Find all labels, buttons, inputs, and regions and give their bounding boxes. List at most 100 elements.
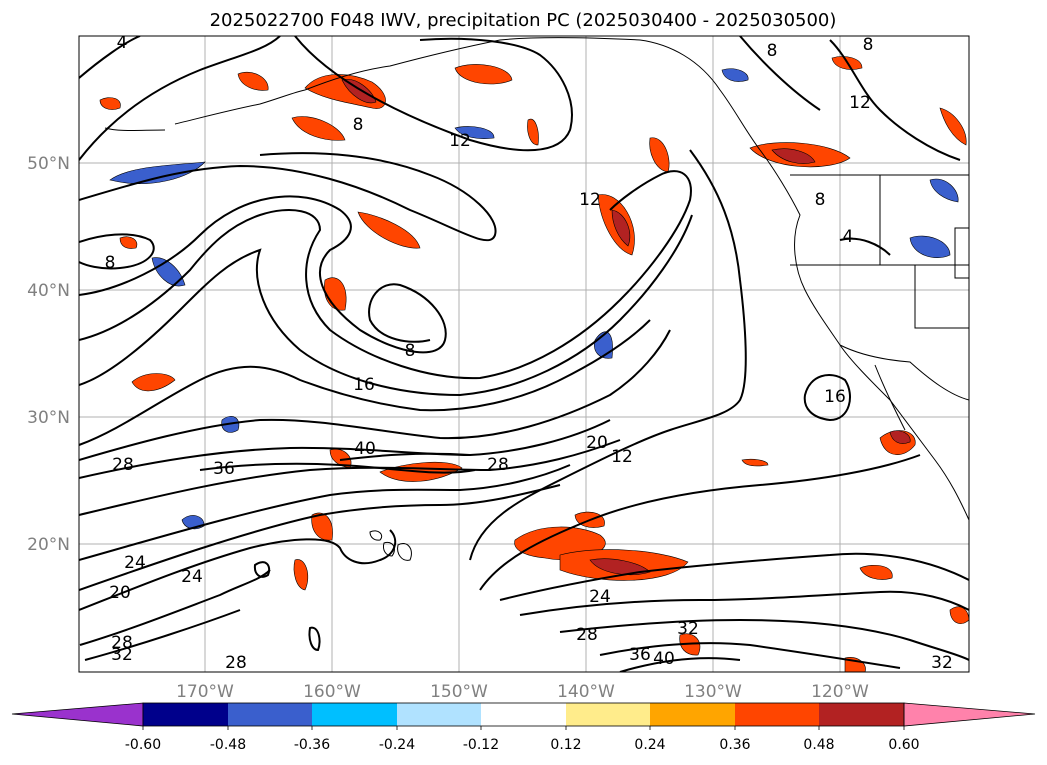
contour-label: 24 xyxy=(124,553,146,573)
contour-4-east xyxy=(839,237,891,256)
colorbar-tick-label: 0.36 xyxy=(719,737,750,753)
border-state xyxy=(914,265,969,329)
island-hawaii xyxy=(397,543,412,561)
lon-label-150w: 150°W xyxy=(430,682,488,702)
contour-36-mid xyxy=(199,462,476,474)
map-panel: 4 8 8 12 12 8 8 12 8 4 8 16 16 40 36 28 … xyxy=(78,35,970,673)
colorbar-segment xyxy=(819,703,904,726)
contour-12-ne xyxy=(829,39,961,161)
border-us-mexico xyxy=(839,344,969,401)
contour-8-ne xyxy=(739,36,821,111)
colorbar-tick-label: 0.48 xyxy=(803,737,834,753)
precip-patch xyxy=(889,430,911,444)
colorbar-segment xyxy=(228,703,312,726)
island-hawaii xyxy=(369,530,383,541)
contour-label: 28 xyxy=(576,625,598,645)
precip-patch xyxy=(131,373,176,392)
precip-patch xyxy=(909,235,951,258)
contour-20-lower xyxy=(79,484,561,591)
colorbar-segment xyxy=(312,703,397,726)
contour-label: 36 xyxy=(213,459,235,479)
colorbar-segment xyxy=(481,703,566,726)
contour-16-loop-east xyxy=(803,374,851,422)
contour-16-loop xyxy=(79,170,692,380)
contour-28-mid xyxy=(79,419,611,479)
precip-patch xyxy=(939,107,967,146)
contour-label: 32 xyxy=(931,653,953,673)
contour-label: 28 xyxy=(487,455,509,475)
precip-patch xyxy=(949,606,969,624)
colorbar-ticks xyxy=(142,726,905,730)
precip-patch xyxy=(109,161,206,184)
contour-label: 16 xyxy=(353,375,375,395)
colorbar-segment xyxy=(735,703,819,726)
map-frame xyxy=(78,35,970,673)
contour-small-loop xyxy=(308,626,321,652)
contour-24-east xyxy=(519,590,969,616)
precip-patch xyxy=(99,97,121,110)
precip-patch xyxy=(527,118,539,146)
contour-24-inner xyxy=(79,329,671,461)
lon-label-140w: 140°W xyxy=(557,682,615,702)
lake-outline xyxy=(954,227,969,279)
precip-patch xyxy=(611,209,631,247)
colorbar-tick-label: -0.60 xyxy=(125,737,161,753)
precip-patch xyxy=(454,126,495,139)
contour-labels: 4 8 8 12 12 8 8 12 8 4 8 16 16 40 36 28 … xyxy=(105,36,953,673)
contour-label: 40 xyxy=(354,439,376,459)
contour-small-loop xyxy=(253,561,271,578)
lat-label-20n: 20°N xyxy=(27,535,70,555)
colorbar-tick-label: 0.60 xyxy=(888,737,919,753)
contour-20-east xyxy=(499,552,969,601)
colorbar-tick-label: -0.48 xyxy=(210,737,246,753)
coastlines xyxy=(104,37,969,561)
precip-patch xyxy=(357,211,421,249)
contour-label: 8 xyxy=(767,41,778,61)
contour-label: 8 xyxy=(815,190,826,210)
contour-24-lower xyxy=(79,464,571,561)
colorbar-segment xyxy=(143,703,228,726)
contour-label: 20 xyxy=(109,583,131,603)
precip-patch xyxy=(291,116,346,141)
precip-patch xyxy=(293,559,309,591)
contour-label: 32 xyxy=(111,645,133,665)
lon-label-120w: 120°W xyxy=(811,682,869,702)
colorbar-segment xyxy=(397,703,481,726)
contour-12-loop xyxy=(79,152,497,242)
aleutian-islands xyxy=(104,127,166,131)
lat-label-30n: 30°N xyxy=(27,408,70,428)
latitude-labels: 50°N 40°N 30°N 20°N xyxy=(27,154,70,555)
colorbar-tick-label: -0.12 xyxy=(463,737,499,753)
contour-32-south xyxy=(84,609,241,661)
contour-12-north xyxy=(294,36,573,152)
lon-label-170w: 170°W xyxy=(176,682,234,702)
precip-patch xyxy=(119,236,138,249)
precip-patch xyxy=(589,558,651,575)
contour-label: 40 xyxy=(653,649,675,669)
colorbar: -0.60 -0.48 -0.36 -0.24 -0.12 0.12 0.24 … xyxy=(11,702,1036,753)
contour-8-nw xyxy=(79,36,281,161)
contour-4-nw xyxy=(79,36,141,79)
colorbar-tick-label: -0.24 xyxy=(379,737,415,753)
contour-label: 24 xyxy=(589,587,611,607)
contour-label: 16 xyxy=(824,387,846,407)
contour-label: 8 xyxy=(353,115,364,135)
iwv-contours xyxy=(79,36,969,672)
precip-patch xyxy=(741,458,769,467)
precip-patch xyxy=(929,178,959,203)
lon-label-130w: 130°W xyxy=(684,682,742,702)
contour-label: 28 xyxy=(112,455,134,475)
colorbar-tick-label: -0.36 xyxy=(294,737,330,753)
lat-label-40n: 40°N xyxy=(27,281,70,301)
contour-label: 12 xyxy=(611,447,633,467)
lon-label-160w: 160°W xyxy=(303,682,361,702)
colorbar-tick-label: 0.12 xyxy=(550,737,581,753)
precip-patch xyxy=(771,148,816,164)
contour-20-inner xyxy=(79,319,651,446)
lat-label-50n: 50°N xyxy=(27,154,70,174)
contour-16-inner xyxy=(79,214,693,397)
contour-label: 12 xyxy=(579,190,601,210)
contour-label: 8 xyxy=(405,341,416,361)
contour-28-lower xyxy=(79,439,621,516)
contour-40-mid xyxy=(339,452,471,461)
